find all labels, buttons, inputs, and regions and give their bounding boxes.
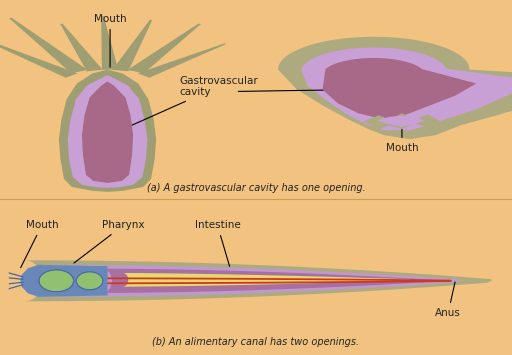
Polygon shape [123,273,410,287]
Text: (a) A gastrovascular cavity has one opening.: (a) A gastrovascular cavity has one open… [146,183,366,193]
Polygon shape [26,260,492,301]
Polygon shape [9,18,88,73]
Text: Mouth: Mouth [20,220,58,268]
Text: Intestine: Intestine [195,220,240,266]
Text: Mouth: Mouth [94,14,126,67]
Polygon shape [60,24,102,71]
Text: Pharynx: Pharynx [74,220,145,263]
Polygon shape [376,116,425,127]
Ellipse shape [77,272,102,290]
Text: Mouth: Mouth [386,129,418,153]
Polygon shape [44,265,461,297]
Polygon shape [59,70,156,192]
Polygon shape [101,16,118,70]
Polygon shape [364,113,440,129]
Text: Gastrovascular
cavity: Gastrovascular cavity [125,76,258,128]
Polygon shape [82,82,133,183]
Polygon shape [127,24,201,73]
Ellipse shape [40,270,73,291]
Polygon shape [20,265,108,297]
Polygon shape [323,58,476,118]
Polygon shape [0,39,78,78]
Text: Anus: Anus [435,282,461,318]
Polygon shape [138,43,226,78]
Polygon shape [102,269,435,293]
Polygon shape [68,75,147,188]
Polygon shape [112,20,152,71]
Polygon shape [278,37,512,139]
Polygon shape [301,48,512,130]
Text: (b) An alimentary canal has two openings.: (b) An alimentary canal has two openings… [153,337,359,347]
